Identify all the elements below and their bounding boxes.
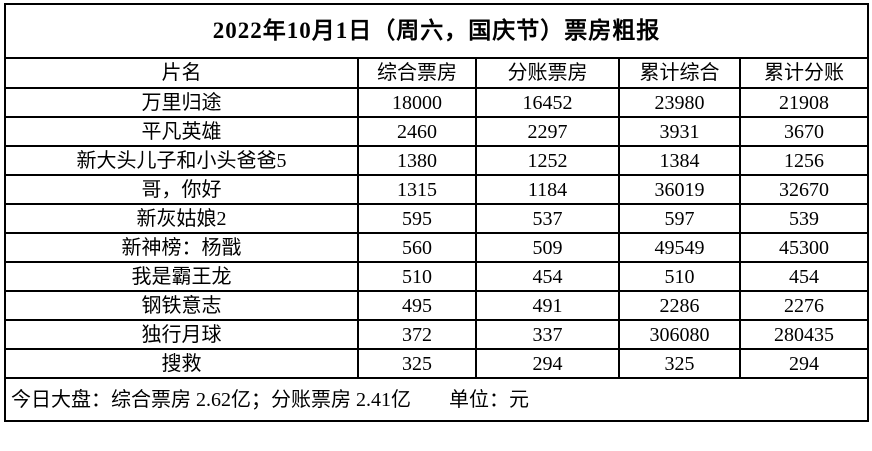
cell-gross: 560 [357, 232, 477, 263]
cell-cum-gross: 510 [618, 261, 741, 292]
cell-gross: 372 [357, 319, 477, 350]
cell-cum-gross: 2286 [618, 290, 741, 321]
cell-film-name: 万里归途 [4, 87, 359, 118]
col-header-film-name: 片名 [4, 57, 359, 89]
daily-total-text: 今日大盘：综合票房 2.62亿；分账票房 2.41亿 [11, 388, 411, 411]
cell-cum-split: 3670 [738, 116, 870, 147]
table-row: 万里归途 18000 16452 23980 21908 [4, 87, 870, 118]
summary-cell: 今日大盘：综合票房 2.62亿；分账票房 2.41亿 单位：元 [3, 377, 870, 422]
cell-cum-split: 454 [738, 261, 870, 292]
cell-film-name: 哥，你好 [4, 174, 359, 205]
cell-split: 454 [475, 261, 620, 292]
cell-film-name: 我是霸王龙 [4, 261, 359, 292]
table-row: 哥，你好 1315 1184 36019 32670 [4, 174, 870, 205]
cell-cum-gross: 49549 [618, 232, 741, 263]
cell-cum-gross: 325 [618, 348, 741, 379]
col-header-gross-boxoffice: 综合票房 [357, 57, 477, 89]
cell-cum-gross: 1384 [618, 145, 741, 176]
cell-cum-gross: 3931 [618, 116, 741, 147]
cell-cum-split: 539 [738, 203, 870, 234]
cell-gross: 18000 [357, 87, 477, 118]
table-row: 平凡英雄 2460 2297 3931 3670 [4, 116, 870, 147]
cell-split: 294 [475, 348, 620, 379]
cell-split: 337 [475, 319, 620, 350]
cell-gross: 325 [357, 348, 477, 379]
table-row: 搜救 325 294 325 294 [4, 348, 870, 379]
cell-cum-split: 45300 [738, 232, 870, 263]
cell-gross: 1315 [357, 174, 477, 205]
table-row: 我是霸王龙 510 454 510 454 [4, 261, 870, 292]
column-header-row: 片名 综合票房 分账票房 累计综合 累计分账 [4, 57, 870, 89]
cell-gross: 510 [357, 261, 477, 292]
summary-row: 今日大盘：综合票房 2.62亿；分账票房 2.41亿 单位：元 [3, 377, 870, 422]
cell-gross: 1380 [357, 145, 477, 176]
title-row: 2022年10月1日（周六，国庆节）票房粗报 [3, 3, 870, 59]
col-header-cumulative-split: 累计分账 [738, 57, 870, 89]
cell-split: 16452 [475, 87, 620, 118]
cell-film-name: 独行月球 [4, 319, 359, 350]
col-header-cumulative-gross: 累计综合 [618, 57, 741, 89]
cell-gross: 595 [357, 203, 477, 234]
cell-split: 1252 [475, 145, 620, 176]
cell-cum-split: 294 [738, 348, 870, 379]
cell-film-name: 搜救 [4, 348, 359, 379]
cell-cum-gross: 597 [618, 203, 741, 234]
cell-gross: 495 [357, 290, 477, 321]
page-title: 2022年10月1日（周六，国庆节）票房粗报 [3, 3, 870, 59]
cell-cum-gross: 306080 [618, 319, 741, 350]
cell-cum-split: 1256 [738, 145, 870, 176]
cell-cum-split: 21908 [738, 87, 870, 118]
cell-cum-gross: 36019 [618, 174, 741, 205]
unit-label: 单位：元 [449, 388, 529, 411]
cell-split: 2297 [475, 116, 620, 147]
boxoffice-table: 2022年10月1日（周六，国庆节）票房粗报 片名 综合票房 分账票房 累计综合… [3, 3, 870, 422]
cell-cum-split: 2276 [738, 290, 870, 321]
table-row: 新大头儿子和小头爸爸5 1380 1252 1384 1256 [4, 145, 870, 176]
col-header-split-boxoffice: 分账票房 [475, 57, 620, 89]
cell-split: 509 [475, 232, 620, 263]
cell-gross: 2460 [357, 116, 477, 147]
cell-film-name: 新大头儿子和小头爸爸5 [4, 145, 359, 176]
table-row: 新神榜：杨戬 560 509 49549 45300 [4, 232, 870, 263]
cell-split: 491 [475, 290, 620, 321]
cell-split: 537 [475, 203, 620, 234]
cell-film-name: 平凡英雄 [4, 116, 359, 147]
table-row: 新灰姑娘2 595 537 597 539 [4, 203, 870, 234]
cell-film-name: 钢铁意志 [4, 290, 359, 321]
table-row: 钢铁意志 495 491 2286 2276 [4, 290, 870, 321]
cell-cum-split: 280435 [738, 319, 870, 350]
table-row: 独行月球 372 337 306080 280435 [4, 319, 870, 350]
cell-split: 1184 [475, 174, 620, 205]
cell-film-name: 新灰姑娘2 [4, 203, 359, 234]
cell-cum-split: 32670 [738, 174, 870, 205]
cell-cum-gross: 23980 [618, 87, 741, 118]
cell-film-name: 新神榜：杨戬 [4, 232, 359, 263]
